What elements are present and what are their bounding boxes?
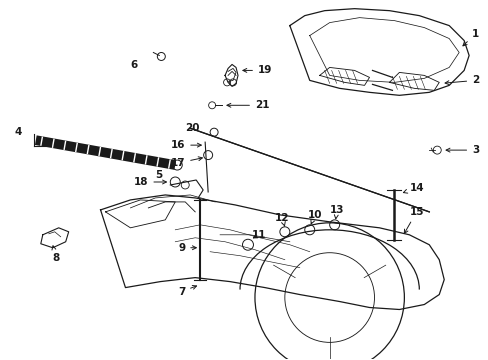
Text: 1: 1 (462, 28, 478, 46)
Text: 16: 16 (170, 140, 201, 150)
Text: 12: 12 (274, 213, 289, 226)
Text: 6: 6 (130, 60, 138, 71)
Text: 11: 11 (251, 230, 266, 240)
Text: 5: 5 (155, 170, 163, 180)
Text: 3: 3 (445, 145, 478, 155)
Text: 20: 20 (185, 123, 199, 133)
Text: 19: 19 (243, 66, 272, 76)
Text: 10: 10 (307, 210, 322, 224)
Text: 15: 15 (404, 207, 423, 233)
Text: 4: 4 (15, 127, 22, 137)
Text: 9: 9 (178, 243, 196, 253)
Text: 14: 14 (403, 183, 423, 193)
Text: 13: 13 (329, 205, 344, 219)
Text: 7: 7 (178, 285, 196, 297)
Text: 2: 2 (444, 75, 478, 85)
Text: 18: 18 (134, 177, 166, 187)
Text: 17: 17 (170, 157, 202, 168)
Text: 21: 21 (226, 100, 269, 110)
Text: 8: 8 (52, 246, 59, 263)
